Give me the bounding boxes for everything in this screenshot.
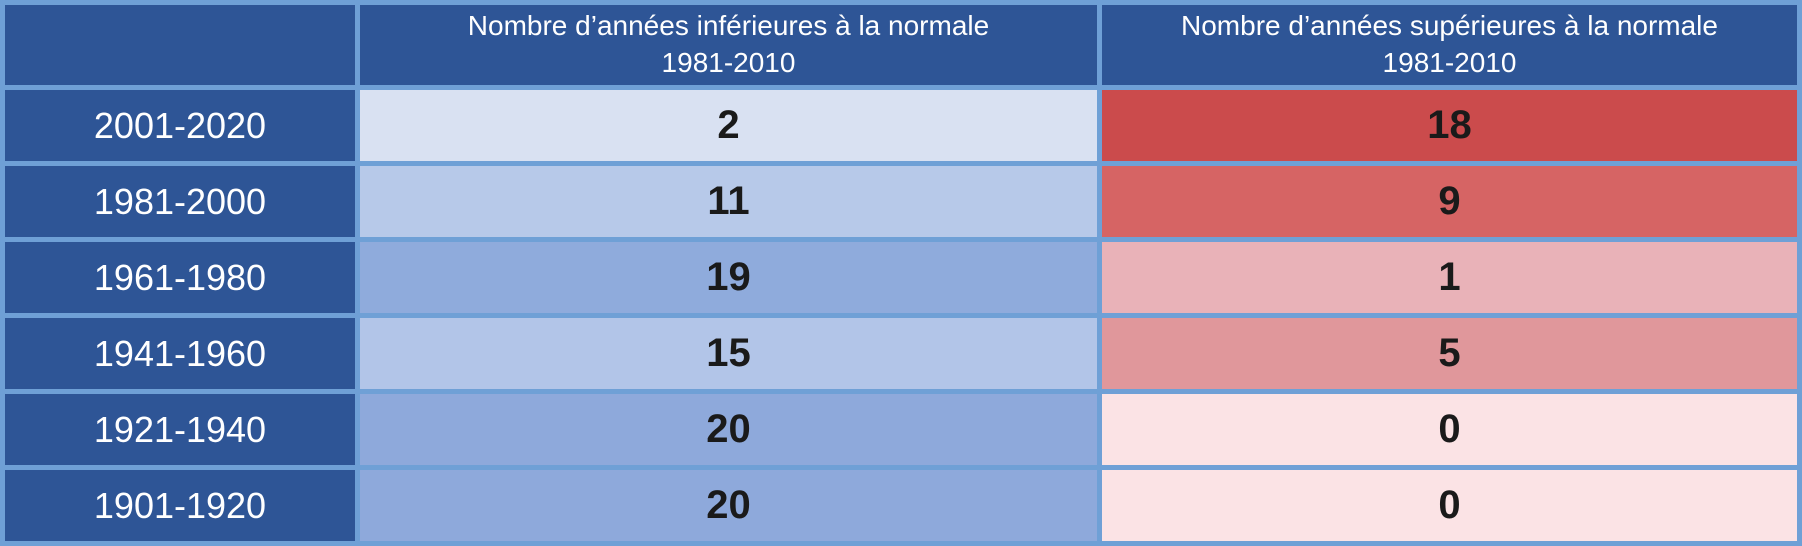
above-normal-cell-1981-2000: 9 [1102, 166, 1797, 237]
row-label-1981-2000: 1981-2000 [5, 166, 355, 237]
row-label-1941-1960: 1941-1960 [5, 318, 355, 389]
above-normal-cell-1961-1980: 1 [1102, 242, 1797, 313]
row-label-1921-1940: 1921-1940 [5, 394, 355, 465]
header-above-normal-line1: Nombre d’années supérieures à la normale [1181, 10, 1718, 42]
above-normal-cell-1941-1960: 5 [1102, 318, 1797, 389]
below-normal-cell-1961-1980: 19 [360, 242, 1097, 313]
below-normal-cell-1901-1920: 20 [360, 470, 1097, 541]
header-below-normal-line1: Nombre d’années inférieures à la normale [467, 10, 990, 42]
row-label-1961-1980: 1961-1980 [5, 242, 355, 313]
header-below-normal-line2: 1981-2010 [661, 47, 796, 78]
header-above-normal-line2: 1981-2010 [1382, 47, 1517, 78]
above-normal-cell-2001-2020: 18 [1102, 90, 1797, 161]
header-below-normal: Nombre d’années inférieures à la normale… [360, 5, 1097, 85]
below-normal-cell-1981-2000: 11 [360, 166, 1097, 237]
below-normal-cell-2001-2020: 2 [360, 90, 1097, 161]
below-normal-cell-1941-1960: 15 [360, 318, 1097, 389]
header-above-normal: Nombre d’années supérieures à la normale… [1102, 5, 1797, 85]
row-label-1901-1920: 1901-1920 [5, 470, 355, 541]
above-normal-cell-1921-1940: 0 [1102, 394, 1797, 465]
corner-cell [5, 5, 355, 85]
below-normal-cell-1921-1940: 20 [360, 394, 1097, 465]
above-normal-cell-1901-1920: 0 [1102, 470, 1797, 541]
row-label-2001-2020: 2001-2020 [5, 90, 355, 161]
